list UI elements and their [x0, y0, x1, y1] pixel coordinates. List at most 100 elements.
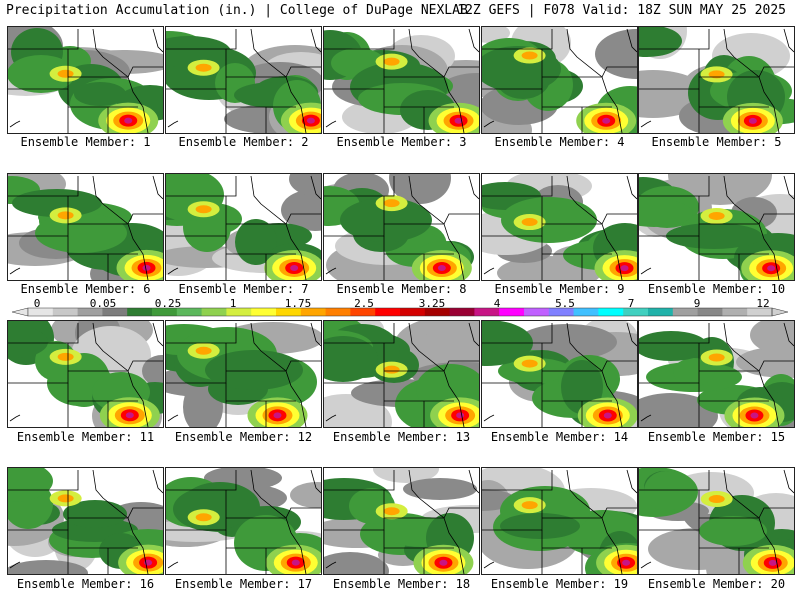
ensemble-member-map — [323, 26, 480, 134]
colorbar-swatch — [697, 308, 723, 316]
colorbar-swatch — [499, 308, 525, 316]
precipitation-map — [482, 174, 637, 280]
colorbar-swatch — [449, 308, 475, 316]
colorbar-tick-label: 3.25 — [418, 297, 446, 310]
colorbar-swatch — [424, 308, 450, 316]
map-title: Precipitation Accumulation (in.) | Colle… — [6, 3, 468, 18]
colorbar-swatch — [350, 308, 376, 316]
colorbar-swatch — [300, 308, 326, 316]
precipitation-map — [166, 174, 321, 280]
colorbar-swatch — [226, 308, 252, 316]
ensemble-member-label: Ensemble Member: 16 — [16, 577, 155, 591]
precipitation-map — [166, 322, 321, 427]
precipitation-map — [8, 27, 163, 133]
precipitation-map — [166, 468, 321, 574]
colorbar-swatch — [722, 308, 748, 316]
colorbar-swatch — [152, 308, 178, 316]
colorbar-tick-label: 12 — [756, 297, 770, 310]
colorbar-tick-label: 0.25 — [154, 297, 182, 310]
precipitation-colorbar — [11, 307, 789, 317]
colorbar-tick-label: 4 — [493, 297, 501, 310]
colorbar-tick-label: 2.5 — [354, 297, 374, 310]
ensemble-member-label: Ensemble Member: 19 — [490, 577, 629, 591]
colorbar-swatch — [28, 308, 54, 316]
precipitation-map — [482, 321, 637, 427]
ensemble-member-map — [323, 320, 480, 428]
ensemble-member-label: Ensemble Member: 14 — [490, 430, 629, 444]
precipitation-map — [482, 468, 637, 574]
colorbar-swatch — [524, 308, 550, 316]
ensemble-member-label: Ensemble Member: 4 — [494, 135, 625, 149]
colorbar-swatch — [672, 308, 698, 316]
colorbar-swatch — [375, 308, 401, 316]
ensemble-member-label: Ensemble Member: 6 — [20, 282, 151, 296]
colorbar-swatch — [548, 308, 574, 316]
colorbar-tick-label: 7 — [627, 297, 635, 310]
ensemble-member-label: Ensemble Member: 20 — [647, 577, 786, 591]
ensemble-member-label: Ensemble Member: 1 — [20, 135, 151, 149]
ensemble-member-map — [165, 26, 322, 134]
ensemble-member-map — [165, 467, 322, 575]
colorbar-left-arrow — [11, 307, 29, 317]
precipitation-map — [166, 28, 321, 133]
colorbar-tick-label: 1.75 — [284, 297, 312, 310]
precipitation-map — [8, 468, 163, 574]
colorbar-swatch — [77, 308, 103, 316]
ensemble-member-label: Ensemble Member: 5 — [651, 135, 782, 149]
ensemble-member-map — [165, 320, 322, 428]
colorbar-tick-label: 0.05 — [89, 297, 117, 310]
ensemble-member-label: Ensemble Member: 10 — [647, 282, 786, 296]
ensemble-member-map — [323, 467, 480, 575]
precipitation-map — [324, 28, 479, 133]
colorbar-swatch — [648, 308, 674, 316]
ensemble-member-label: Ensemble Member: 7 — [178, 282, 309, 296]
ensemble-member-map — [638, 320, 795, 428]
precipitation-map — [324, 468, 479, 574]
colorbar-swatch — [251, 308, 277, 316]
ensemble-member-label: Ensemble Member: 9 — [494, 282, 625, 296]
ensemble-member-label: Ensemble Member: 18 — [332, 577, 471, 591]
colorbar-tick-label: 0 — [33, 297, 41, 310]
colorbar-swatch — [201, 308, 227, 316]
ensemble-member-map — [7, 173, 164, 281]
precipitation-map — [639, 468, 794, 574]
ensemble-member-map — [638, 173, 795, 281]
colorbar-swatch — [400, 308, 426, 316]
precipitation-map — [639, 321, 794, 427]
ensemble-member-map — [323, 173, 480, 281]
precipitation-map — [639, 27, 794, 133]
precipitation-map — [8, 321, 163, 427]
ensemble-member-label: Ensemble Member: 12 — [174, 430, 313, 444]
precipitation-map — [324, 174, 479, 280]
ensemble-member-label: Ensemble Member: 8 — [336, 282, 467, 296]
colorbar-swatch — [176, 308, 202, 316]
ensemble-member-map — [481, 467, 638, 575]
ensemble-member-label: Ensemble Member: 11 — [16, 430, 155, 444]
precipitation-map — [324, 321, 479, 427]
precipitation-map — [8, 174, 163, 280]
ensemble-member-map — [638, 26, 795, 134]
colorbar-tick-label: 1 — [229, 297, 237, 310]
ensemble-member-label: Ensemble Member: 13 — [332, 430, 471, 444]
colorbar-swatch — [276, 308, 302, 316]
colorbar-swatch — [102, 308, 128, 316]
ensemble-member-map — [7, 467, 164, 575]
colorbar-swatch — [325, 308, 351, 316]
ensemble-member-map — [7, 320, 164, 428]
ensemble-member-map — [481, 173, 638, 281]
model-run-info: 12Z GEFS | F078 Valid: 18Z SUN MAY 25 20… — [457, 3, 786, 18]
ensemble-member-map — [165, 173, 322, 281]
colorbar-swatch — [573, 308, 599, 316]
precipitation-map — [482, 27, 637, 133]
colorbar-right-arrow — [771, 307, 789, 317]
colorbar-swatch — [598, 308, 624, 316]
ensemble-member-label: Ensemble Member: 2 — [178, 135, 309, 149]
colorbar-swatch — [747, 308, 773, 316]
precipitation-map — [639, 174, 794, 280]
ensemble-member-map — [7, 26, 164, 134]
ensemble-member-map — [481, 320, 638, 428]
ensemble-member-map — [481, 26, 638, 134]
ensemble-member-map — [638, 467, 795, 575]
colorbar-tick-label: 9 — [693, 297, 701, 310]
colorbar-swatch — [127, 308, 153, 316]
